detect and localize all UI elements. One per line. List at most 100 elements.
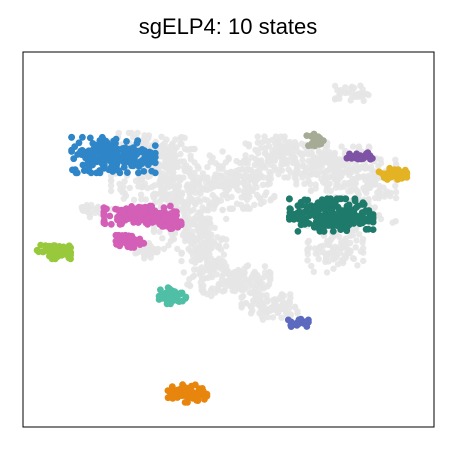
state-cluster	[154, 213, 185, 233]
state-point	[191, 381, 199, 389]
background-point	[293, 171, 300, 178]
background-point	[223, 242, 230, 250]
background-point	[254, 272, 261, 279]
background-point	[151, 182, 158, 189]
state-point	[113, 166, 121, 174]
state-point	[86, 134, 94, 142]
background-point	[142, 196, 149, 203]
background-point	[329, 244, 337, 252]
background-point	[178, 249, 185, 256]
background-point	[172, 193, 180, 200]
state-point	[177, 219, 185, 226]
background-point	[170, 176, 177, 183]
background-point	[121, 189, 128, 197]
background-point	[134, 129, 141, 137]
state-point	[359, 218, 367, 226]
background-point	[150, 191, 158, 198]
background-point	[242, 172, 249, 179]
background-point	[137, 177, 145, 185]
background-point	[190, 215, 197, 223]
background-point	[293, 181, 300, 188]
background-point	[170, 165, 177, 172]
background-point	[371, 204, 379, 211]
background-point	[264, 296, 271, 303]
state-point	[286, 195, 293, 203]
background-point	[309, 159, 316, 166]
background-point	[271, 166, 278, 174]
background-point	[320, 242, 327, 249]
background-point	[278, 314, 285, 321]
state-point	[148, 206, 156, 214]
background-point	[116, 180, 123, 188]
background-point	[199, 170, 207, 177]
state-point	[339, 214, 346, 222]
background-point	[194, 266, 201, 273]
background-point	[192, 201, 199, 208]
background-point	[173, 181, 180, 189]
background-point	[200, 282, 207, 289]
background-point	[219, 148, 226, 155]
background-point	[344, 89, 352, 96]
state-point	[68, 148, 75, 155]
state-point	[286, 205, 294, 213]
background-point	[268, 195, 275, 203]
state-point	[309, 210, 317, 218]
background-point	[199, 216, 206, 223]
background-point	[352, 162, 360, 169]
background-point	[242, 166, 249, 174]
background-point	[222, 186, 229, 193]
background-point	[187, 247, 194, 255]
state-cluster	[375, 164, 411, 183]
background-point	[264, 283, 271, 290]
background-point	[354, 188, 361, 195]
background-point	[231, 287, 239, 295]
background-point	[204, 197, 211, 204]
background-point	[267, 171, 274, 178]
state-point	[172, 215, 180, 223]
background-point	[261, 164, 269, 171]
background-point	[171, 230, 179, 237]
state-point	[124, 169, 131, 177]
background-point	[157, 176, 164, 184]
state-cluster	[164, 381, 211, 406]
background-point	[261, 133, 268, 140]
background-point	[177, 139, 184, 147]
state-point	[303, 132, 311, 140]
background-point	[291, 304, 299, 311]
background-point	[186, 276, 193, 283]
background-point	[312, 185, 319, 192]
background-point	[328, 252, 335, 260]
background-point	[363, 91, 371, 98]
state-point	[87, 169, 95, 177]
state-point	[286, 213, 293, 221]
state-point	[125, 234, 133, 242]
background-point	[252, 155, 259, 163]
background-point	[266, 307, 274, 315]
state-point	[100, 165, 108, 172]
background-point	[204, 207, 212, 214]
background-point	[215, 165, 222, 172]
background-point	[257, 285, 264, 292]
background-point	[341, 179, 348, 187]
state-point	[313, 136, 321, 144]
background-point	[304, 172, 312, 179]
state-point	[178, 384, 186, 391]
background-point	[217, 246, 225, 253]
background-point	[180, 269, 187, 276]
background-point	[158, 133, 165, 140]
background-point	[338, 143, 345, 150]
background-point	[245, 141, 253, 148]
state-point	[110, 137, 117, 145]
state-point	[157, 286, 164, 294]
background-point	[191, 181, 199, 188]
background-point	[211, 224, 218, 231]
background-point	[181, 145, 189, 153]
background-point	[206, 220, 213, 227]
state-point	[300, 208, 308, 216]
state-point	[136, 217, 144, 224]
background-point	[193, 255, 201, 262]
background-point	[349, 143, 357, 150]
background-point	[194, 174, 202, 181]
state-point	[335, 221, 343, 229]
